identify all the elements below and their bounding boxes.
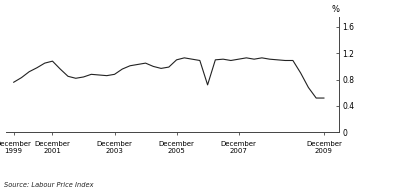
Text: Source: Labour Price Index: Source: Labour Price Index [4, 182, 93, 188]
Text: %: % [331, 5, 339, 14]
